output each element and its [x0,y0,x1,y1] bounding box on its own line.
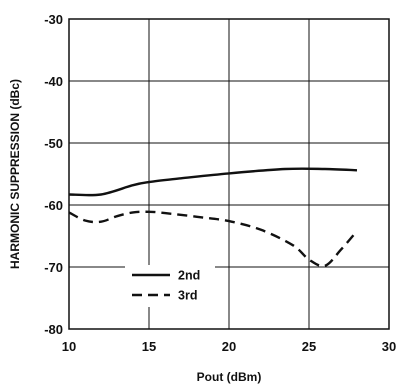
y-tick-label: -70 [44,260,63,275]
plot-border [68,18,390,330]
x-tick-label: 10 [62,339,76,354]
y-tick-labels: -30 -40 -50 -60 -70 -80 [44,12,63,337]
x-tick-label: 20 [222,339,236,354]
legend-label: 2nd [178,269,200,283]
x-tick-label: 25 [302,339,316,354]
x-tick-label: 15 [142,339,156,354]
series-line-2nd [68,167,358,197]
x-tick-label: 30 [382,339,396,354]
series-line-3rd [68,210,358,268]
legend-label: 3rd [178,289,197,303]
y-tick-label: -60 [44,198,63,213]
y-axis-title: HARMONIC SUPPRESSION (dBc) [8,79,22,269]
legend-background [125,265,215,307]
x-axis-title: Pout (dBm) [197,370,262,384]
y-tick-label: -80 [44,322,63,337]
y-tick-label: -50 [44,136,63,151]
y-tick-label: -40 [44,74,63,89]
x-tick-labels: 10 15 20 25 30 [62,339,396,354]
y-tick-label: -30 [44,12,63,27]
series-lines [68,167,358,268]
